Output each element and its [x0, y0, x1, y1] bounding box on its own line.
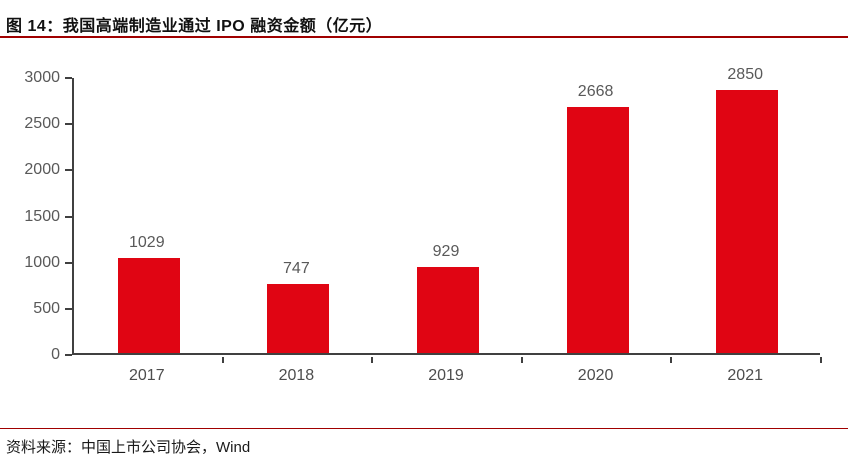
y-tick-label: 3000: [24, 69, 60, 86]
plot-area: [72, 78, 820, 355]
title-rule-divider: [0, 36, 848, 38]
bar-2017: [118, 258, 180, 353]
y-tick-label: 500: [33, 299, 60, 317]
y-tick-label: 0: [51, 346, 60, 363]
footer-rule-divider: [0, 428, 848, 429]
bar-2019: [417, 267, 479, 353]
y-tick-mark: [65, 261, 72, 264]
y-tick-mark: [65, 169, 72, 172]
bar-2021: [716, 90, 778, 353]
y-tick-mark: [65, 215, 72, 218]
bar-value-label: 747: [283, 260, 310, 277]
y-tick-mark: [65, 307, 72, 310]
y-tick-label: 2000: [24, 161, 60, 179]
bar-2020: [567, 107, 629, 353]
bar-value-label: 2668: [577, 83, 614, 100]
source-attribution: 资料来源：中国上市公司协会，Wind: [6, 439, 251, 456]
bar-value-label: 2850: [727, 66, 763, 83]
x-tick-label: 2017: [129, 367, 165, 384]
y-tick-label: 1500: [24, 207, 60, 225]
x-tick-mark: [820, 357, 822, 363]
y-tick-label: 1000: [24, 253, 60, 271]
y-tick-mark: [65, 354, 72, 356]
bar-2018: [267, 284, 329, 353]
y-tick-label: 2500: [24, 115, 60, 133]
bar-value-label: 1029: [129, 234, 165, 251]
x-tick-label: 2020: [577, 367, 614, 384]
x-tick-mark: [670, 357, 672, 363]
x-tick-label: 2019: [428, 367, 464, 384]
x-tick-mark: [521, 357, 523, 363]
x-tick-mark: [371, 357, 373, 363]
x-tick-mark: [222, 357, 224, 363]
chart-title: 图 14：我国高端制造业通过 IPO 融资金额（亿元）: [6, 18, 383, 35]
x-tick-label: 2021: [727, 367, 763, 384]
y-tick-mark: [65, 123, 72, 126]
y-tick-mark: [65, 77, 72, 79]
bar-value-label: 929: [432, 243, 460, 260]
x-tick-label: 2018: [278, 367, 315, 384]
